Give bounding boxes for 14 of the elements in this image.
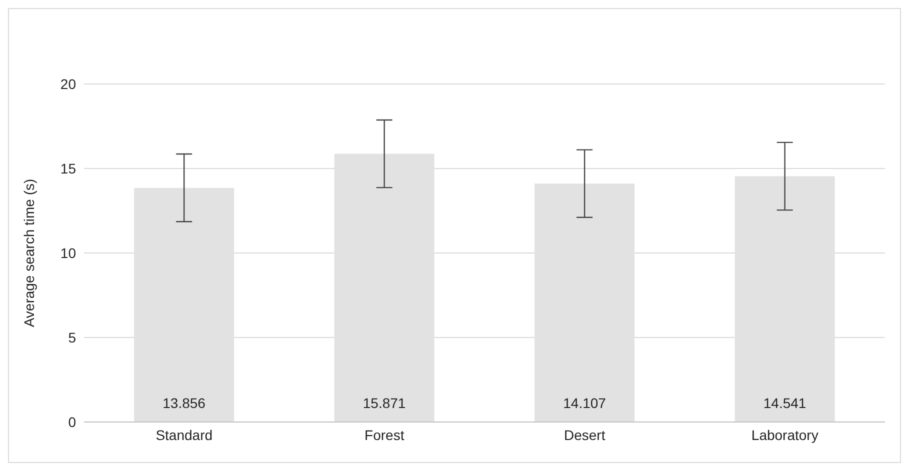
data-label: 15.871 <box>362 395 406 411</box>
y-tick-label: 10 <box>60 244 76 261</box>
data-label: 13.856 <box>162 395 206 411</box>
y-tick-label: 15 <box>60 160 76 176</box>
y-tick-label: 20 <box>60 76 76 92</box>
y-tick-label: 5 <box>68 329 76 346</box>
x-tick-label: Standard <box>156 426 213 443</box>
y-tick-label: 0 <box>68 414 76 430</box>
y-axis-title: Average search time (s) <box>20 178 37 328</box>
data-label: 14.107 <box>563 395 606 411</box>
data-label: 14.541 <box>763 395 806 411</box>
x-tick-label: Desert <box>564 426 606 443</box>
x-tick-label: Laboratory <box>751 426 818 443</box>
x-tick-label: Forest <box>364 426 404 443</box>
